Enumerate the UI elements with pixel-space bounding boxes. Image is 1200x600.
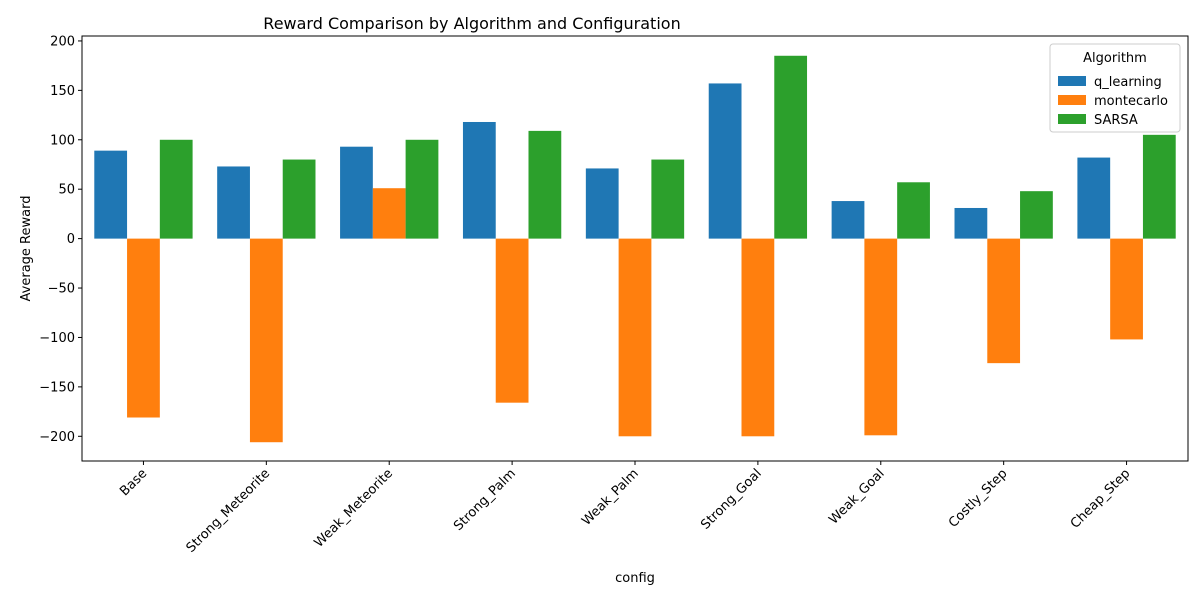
bar-SARSA-Strong_Goal: [774, 55, 808, 239]
x-tick-label: Strong_Palm: [451, 466, 519, 534]
bar-SARSA-Weak_Meteorite: [405, 139, 439, 239]
y-tick-label: 100: [50, 133, 75, 148]
bar-montecarlo-Strong_Palm: [495, 238, 529, 403]
x-tick-label: Cheap_Step: [1068, 466, 1134, 532]
bar-montecarlo-Weak_Palm: [618, 238, 652, 437]
bar-montecarlo-Weak_Goal: [864, 238, 898, 436]
y-axis-title: Average Reward: [19, 196, 34, 302]
legend-frame: [1049, 43, 1181, 133]
bar-SARSA-Strong_Palm: [528, 130, 562, 239]
legend-title: Algorithm: [1083, 51, 1147, 66]
bar-montecarlo-Strong_Goal: [741, 238, 775, 437]
bar-q_learning-Strong_Goal: [708, 83, 742, 239]
legend: Algorithm q_learning montecarlo SARSA: [1049, 43, 1181, 133]
y-axis: −200 −150 −100 −50 0 50 100 150 200: [39, 34, 82, 445]
x-tick-label: Weak_Goal: [826, 466, 887, 527]
x-tick-label: Weak_Palm: [579, 466, 642, 529]
bar-montecarlo-Strong_Meteorite: [249, 238, 283, 443]
bar-SARSA-Cheap_Step: [1142, 134, 1176, 239]
bar-SARSA-Weak_Goal: [897, 182, 930, 239]
legend-swatch-SARSA: [1058, 114, 1086, 124]
legend-items: q_learning montecarlo SARSA: [1058, 75, 1168, 128]
y-tick-label: −50: [48, 282, 75, 297]
x-axis: Base Strong_Meteorite Weak_Meteorite Strong…: [117, 461, 1133, 556]
bar-SARSA-Base: [159, 139, 193, 239]
legend-label-montecarlo: montecarlo: [1094, 94, 1168, 109]
y-tick-label: 150: [50, 84, 75, 99]
legend-swatch-montecarlo: [1058, 95, 1086, 105]
legend-swatch-q_learning: [1058, 76, 1086, 86]
bar-q_learning-Weak_Meteorite: [340, 146, 373, 239]
bar-q_learning-Strong_Palm: [462, 121, 496, 239]
y-tick-label: 0: [67, 232, 75, 247]
legend-label-SARSA: SARSA: [1094, 113, 1138, 128]
y-tick-label: 200: [50, 34, 75, 49]
x-axis-title: config: [615, 571, 655, 586]
x-tick-label: Strong_Goal: [698, 466, 764, 532]
bar-q_learning-Cheap_Step: [1077, 157, 1111, 239]
y-tick-label: −200: [39, 430, 75, 445]
x-tick-label: Strong_Meteorite: [184, 466, 274, 556]
bar-q_learning-Weak_Goal: [831, 201, 865, 239]
bar-montecarlo-Cheap_Step: [1110, 238, 1143, 340]
bar-SARSA-Strong_Meteorite: [282, 159, 316, 239]
bar-q_learning-Weak_Palm: [585, 168, 619, 239]
bar-montecarlo-Weak_Meteorite: [372, 188, 406, 239]
bar-montecarlo-Base: [127, 238, 160, 418]
y-tick-label: −100: [39, 331, 75, 346]
bars-group: [94, 55, 1176, 443]
bar-q_learning-Base: [94, 150, 128, 239]
x-tick-label: Weak_Meteorite: [312, 466, 396, 550]
bar-montecarlo-Costly_Step: [987, 238, 1021, 364]
chart-title: Reward Comparison by Algorithm and Confi…: [263, 14, 680, 33]
bar-SARSA-Costly_Step: [1020, 191, 1053, 239]
bar-SARSA-Weak_Palm: [651, 159, 685, 239]
bar-q_learning-Costly_Step: [954, 207, 988, 239]
bar-q_learning-Strong_Meteorite: [217, 166, 250, 239]
y-tick-label: −150: [39, 380, 75, 395]
x-tick-label: Costly_Step: [946, 466, 1011, 531]
x-tick-label: Base: [117, 466, 150, 499]
legend-label-q_learning: q_learning: [1094, 75, 1162, 90]
y-tick-label: 50: [58, 183, 75, 198]
